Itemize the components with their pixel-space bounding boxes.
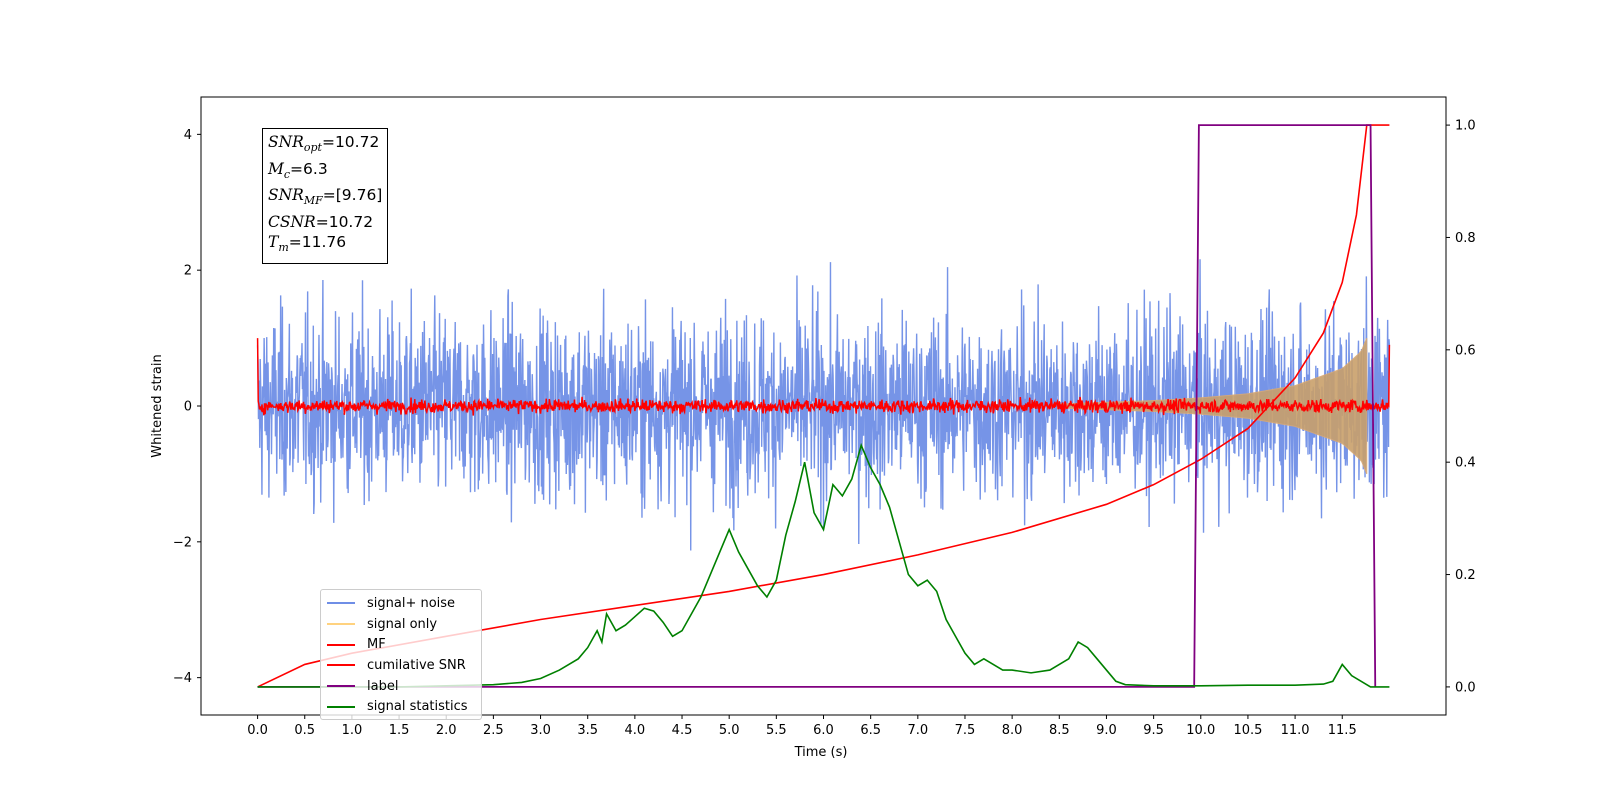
legend-item-cumulative-snr: cumilative SNR xyxy=(325,655,477,676)
legend-item-mf: MF xyxy=(325,634,477,655)
x-tick-label: 3.0 xyxy=(530,723,551,738)
legend-label: MF xyxy=(367,637,386,653)
y-right-tick-label: 1.0 xyxy=(1455,119,1476,134)
y-axis-right: 1.0 0.8 0.6 0.4 0.2 0.0 xyxy=(1446,119,1476,695)
x-axis-label: Time (s) xyxy=(794,745,848,760)
x-tick-label: 0.0 xyxy=(247,723,268,738)
x-tick-label: 7.0 xyxy=(907,723,928,738)
y-right-tick-label: 0.8 xyxy=(1455,231,1476,246)
x-tick-label: 8.5 xyxy=(1049,723,1070,738)
mc-value: =6.3 xyxy=(290,159,328,178)
legend-swatch xyxy=(327,705,355,708)
x-tick-label: 6.0 xyxy=(813,723,834,738)
x-tick-label: 7.5 xyxy=(955,723,976,738)
plot-area xyxy=(256,124,1391,688)
tm-value: =11.76 xyxy=(288,233,347,252)
y-axis-label: Whitened strain xyxy=(150,354,165,457)
x-axis: 0.0 0.5 1.0 1.5 2.0 2.5 3.0 3.5 4.0 4.5 5.0 5.5 6.0 6… xyxy=(247,715,1357,738)
y-left-tick-label: 2 xyxy=(184,264,192,279)
x-tick-label: 9.0 xyxy=(1096,723,1117,738)
x-tick-label: 11.0 xyxy=(1281,723,1310,738)
legend-label: label xyxy=(367,678,399,694)
legend-label: signal statistics xyxy=(367,699,468,715)
y-left-tick-label: 4 xyxy=(184,128,192,143)
x-tick-label: 4.0 xyxy=(625,723,646,738)
legend-item-signal-noise: signal+ noise xyxy=(325,593,477,614)
x-tick-label: 6.5 xyxy=(860,723,881,738)
snr-mf-line: SNRMF=[9.76] xyxy=(268,186,383,208)
mc-line: Mc=6.3 xyxy=(268,159,328,181)
y-axis-left: 4 2 0 −2 −4 xyxy=(173,128,201,686)
y-right-tick-label: 0.2 xyxy=(1455,568,1476,583)
y-right-tick-label: 0.6 xyxy=(1455,343,1476,358)
x-tick-label: 1.0 xyxy=(342,723,363,738)
x-tick-label: 9.5 xyxy=(1143,723,1164,738)
x-tick-label: 1.5 xyxy=(389,723,410,738)
x-tick-label: 8.0 xyxy=(1002,723,1023,738)
snr-opt-line: SNRopt=10.72 xyxy=(268,133,380,155)
y-left-tick-label: 0 xyxy=(184,400,192,415)
snr-mf-value: =[9.76] xyxy=(322,186,383,205)
x-tick-label: 0.5 xyxy=(294,723,315,738)
series-label xyxy=(257,124,1377,688)
legend-item-signal-only: signal only xyxy=(325,614,477,635)
snr-opt-value: =10.72 xyxy=(321,133,380,151)
legend-item-label: label xyxy=(325,676,477,697)
x-tick-label: 5.5 xyxy=(766,723,787,738)
legend-item-signal-statistics: signal statistics xyxy=(325,696,477,717)
x-tick-label: 2.0 xyxy=(436,723,457,738)
legend-swatch xyxy=(327,602,355,605)
legend-swatch xyxy=(327,643,355,646)
legend-swatch xyxy=(327,685,355,688)
legend-label: signal only xyxy=(367,616,438,632)
csnr-line: CSNR=10.72 xyxy=(268,212,374,231)
legend-label: cumilative SNR xyxy=(367,657,466,673)
snr-info-box: SNRopt=10.72 Mc=6.3 SNRMF=[9.76] CSNR=10… xyxy=(262,128,389,264)
x-tick-label: 10.5 xyxy=(1233,723,1262,738)
series-signal-statistics xyxy=(257,442,1390,688)
y-right-tick-label: 0.0 xyxy=(1455,680,1476,695)
y-left-tick-label: −4 xyxy=(173,671,192,686)
y-right-tick-label: 0.4 xyxy=(1455,456,1476,471)
legend: signal+ noise signal only MF cumilative … xyxy=(320,589,482,721)
x-tick-label: 10.0 xyxy=(1186,723,1215,738)
series-mf xyxy=(256,338,1391,416)
x-tick-label: 5.0 xyxy=(719,723,740,738)
legend-swatch xyxy=(327,623,355,626)
legend-label: signal+ noise xyxy=(367,595,456,611)
x-tick-label: 3.5 xyxy=(577,723,598,738)
y-left-tick-label: −2 xyxy=(173,535,192,550)
x-tick-label: 11.5 xyxy=(1328,723,1357,738)
x-tick-label: 2.5 xyxy=(483,723,504,738)
tm-line: Tm=11.76 xyxy=(268,233,347,255)
csnr-value: =10.72 xyxy=(315,212,374,231)
x-tick-label: 4.5 xyxy=(672,723,693,738)
legend-swatch xyxy=(327,664,355,667)
